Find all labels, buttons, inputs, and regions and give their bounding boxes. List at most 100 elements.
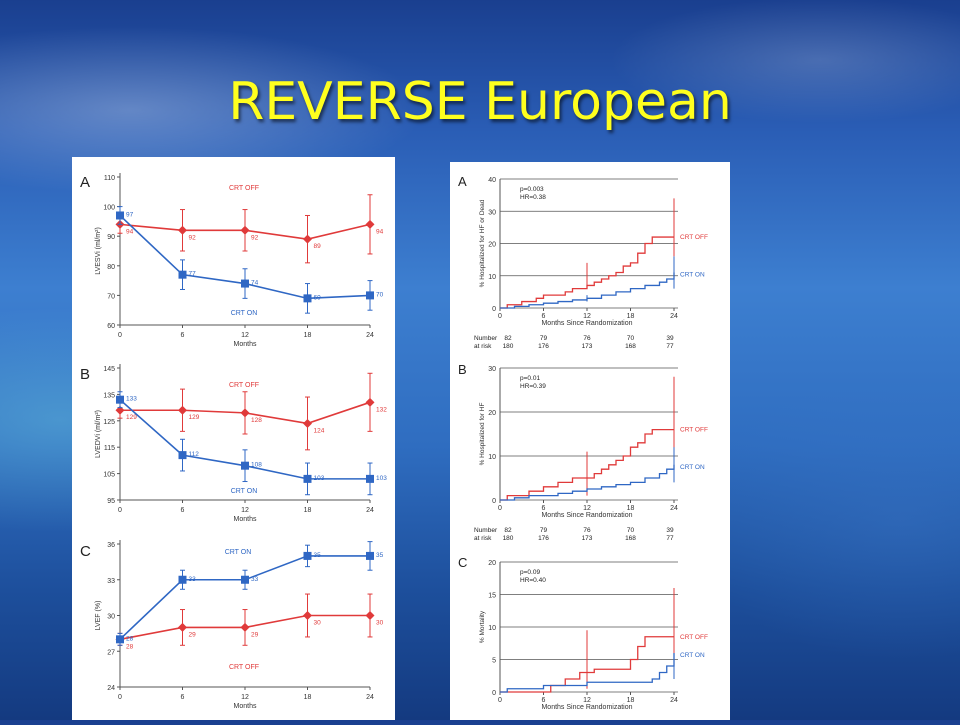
x-tick-label: 0 [118, 694, 122, 701]
stat-text: p=0.003 [520, 186, 544, 193]
x-tick-label: 18 [627, 697, 635, 704]
at-risk-value: 173 [582, 535, 593, 542]
y-axis-label: % Hospitalized for HF or Dead [479, 199, 486, 287]
data-point-diamond [240, 408, 250, 418]
x-tick-label: 6 [181, 694, 185, 701]
y-axis-label: % Mortality [479, 610, 486, 643]
x-tick-label: 6 [542, 505, 546, 512]
y-tick-label: 70 [107, 293, 115, 300]
at-risk-value: 77 [666, 535, 674, 542]
legend-crt-off: CRT OFF [229, 382, 259, 389]
y-tick-label: 30 [488, 366, 496, 373]
data-label: 103 [376, 475, 387, 482]
at-risk-value: 76 [583, 527, 591, 534]
data-point-diamond [365, 219, 375, 229]
legend-crt-on: CRT ON [680, 272, 705, 279]
x-axis-label: Months Since Randomization [541, 704, 632, 711]
at-risk-value: 39 [666, 335, 674, 342]
y-tick-label: 80 [107, 264, 115, 271]
x-tick-label: 24 [366, 507, 374, 514]
data-point-diamond [178, 622, 187, 632]
x-tick-label: 18 [304, 507, 312, 514]
at-risk-value: 168 [625, 343, 636, 350]
y-axis-label: % Hospitalized for HF [479, 403, 486, 466]
data-label: 33 [251, 576, 259, 583]
x-tick-label: 6 [181, 332, 185, 339]
at-risk-label: at risk [474, 535, 492, 542]
x-axis-label: Months [234, 516, 257, 523]
at-risk-value: 173 [582, 343, 593, 350]
y-tick-label: 40 [488, 177, 496, 184]
x-tick-label: 12 [241, 694, 249, 701]
data-point-square [116, 395, 124, 404]
legend-crt-on: CRT ON [680, 652, 705, 659]
y-tick-label: 145 [103, 366, 115, 373]
legend-crt-off: CRT OFF [680, 634, 708, 641]
y-tick-label: 27 [107, 649, 115, 656]
at-risk-value: 176 [538, 535, 549, 542]
data-point-square [366, 291, 374, 300]
data-point-diamond [303, 234, 312, 244]
stat-text: HR=0.39 [520, 383, 546, 390]
y-tick-label: 5 [492, 658, 496, 665]
x-tick-label: 0 [118, 332, 122, 339]
data-point-diamond [240, 225, 250, 235]
panel-letter: A [80, 174, 90, 191]
at-risk-value: 70 [627, 335, 635, 342]
x-tick-label: 0 [118, 507, 122, 514]
data-point-diamond [178, 225, 187, 235]
data-label: 112 [189, 451, 200, 458]
data-label: 108 [251, 462, 262, 469]
at-risk-value: 79 [540, 335, 548, 342]
y-tick-label: 0 [492, 690, 496, 697]
y-tick-label: 100 [103, 205, 115, 212]
data-label: 28 [126, 635, 134, 642]
y-tick-label: 36 [107, 542, 115, 549]
slide-title: REVERSE European [228, 72, 732, 132]
data-point-diamond [115, 405, 125, 415]
data-label: 124 [314, 427, 325, 434]
stat-text: p=0.09 [520, 569, 540, 576]
y-axis-label: LVEF (%) [95, 601, 102, 631]
data-point-square [303, 474, 312, 483]
stat-text: HR=0.40 [520, 577, 546, 584]
x-axis-label: Months [234, 703, 257, 710]
legend-crt-off: CRT OFF [680, 427, 708, 434]
at-risk-value: 79 [540, 527, 548, 534]
panel-letter: A [458, 174, 467, 189]
data-label: 92 [251, 234, 259, 241]
stat-text: HR=0.38 [520, 194, 546, 201]
step-curve-crt-on [500, 464, 675, 501]
y-tick-label: 30 [488, 209, 496, 216]
data-label: 129 [126, 414, 137, 421]
data-point-square [116, 211, 124, 220]
x-tick-label: 6 [542, 697, 546, 704]
x-tick-label: 0 [498, 697, 502, 704]
y-tick-label: 135 [103, 392, 115, 399]
y-tick-label: 60 [107, 323, 115, 330]
at-risk-value: 82 [504, 335, 512, 342]
data-point-square [241, 575, 249, 584]
at-risk-value: 77 [666, 343, 674, 350]
x-tick-label: 6 [181, 507, 185, 514]
data-point-diamond [240, 622, 250, 632]
data-point-diamond [178, 405, 187, 415]
data-label: 69 [314, 294, 322, 301]
legend-crt-off: CRT OFF [229, 664, 259, 671]
panel-letter: B [80, 366, 90, 383]
data-point-square [178, 575, 187, 584]
right-figure-panel: A 0 10 20 30 40 0 6 12 18 24 Months Since Randomiza… [450, 162, 730, 720]
at-risk-value: 39 [666, 527, 674, 534]
data-label: 89 [314, 243, 322, 250]
legend-crt-off: CRT OFF [229, 185, 259, 192]
panel-letter: C [458, 555, 467, 570]
y-tick-label: 20 [488, 560, 496, 567]
data-point-square [366, 474, 374, 483]
data-point-diamond [303, 611, 312, 620]
at-risk-value: 70 [627, 527, 635, 534]
y-tick-label: 95 [107, 498, 115, 505]
at-risk-value: 180 [503, 343, 514, 350]
at-risk-value: 168 [625, 535, 636, 542]
data-label: 74 [251, 280, 259, 287]
